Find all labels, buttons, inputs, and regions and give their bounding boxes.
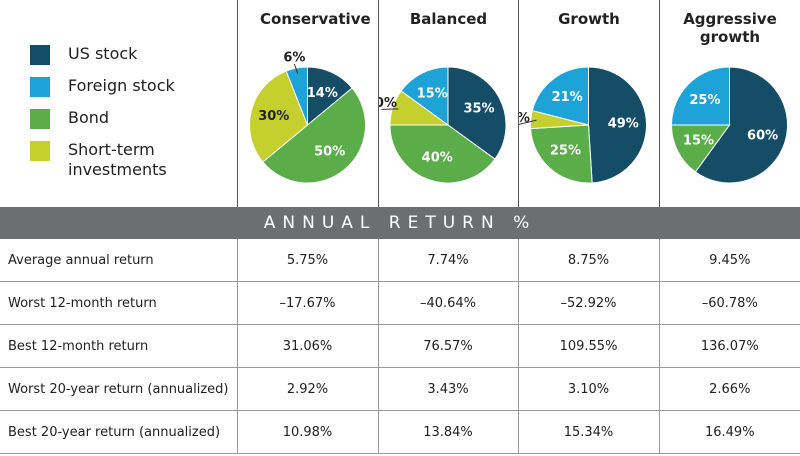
table-value: 109.55% xyxy=(517,324,659,368)
table-value: 136.07% xyxy=(658,324,800,368)
table-value: 2.66% xyxy=(658,367,800,411)
pie-label: 30% xyxy=(258,109,289,124)
legend: US stock Foreign stock Bond Short-term inve… xyxy=(30,44,230,192)
pie-slice xyxy=(307,66,353,127)
table-value: 3.43% xyxy=(377,367,518,411)
row-label: Best 12-month return xyxy=(0,324,237,368)
pie-chart: 60% 15% 25% xyxy=(670,66,788,184)
table-row: Worst 12-month return –17.67% –40.64% –52.9… xyxy=(0,281,800,325)
table-row: Average annual return 5.75% 7.74% 8.75% 9.45… xyxy=(0,239,800,282)
table-value: –60.78% xyxy=(658,281,800,325)
table-value: 8.75% xyxy=(517,239,659,282)
charts-area: US stock Foreign stock Bond Short-term inve… xyxy=(0,0,800,207)
pie-label: 25% xyxy=(689,93,720,108)
pie-slice xyxy=(588,66,647,184)
pie-slice xyxy=(670,124,731,173)
pie-label: 40% xyxy=(422,151,453,166)
row-label: Worst 20-year return (annualized) xyxy=(0,367,237,411)
pie-slice xyxy=(447,66,507,160)
chart-title: Conservative xyxy=(260,10,371,28)
pie-slice xyxy=(531,66,589,126)
pie-slice xyxy=(400,66,449,126)
row-label: Worst 12-month return xyxy=(0,281,237,325)
pie-slice xyxy=(249,70,309,163)
table-value: 7.74% xyxy=(377,239,518,282)
table-value: –17.67% xyxy=(236,281,378,325)
chart-column: Aggressive growth 60% 15% 25% xyxy=(659,0,800,207)
table-value: 76.57% xyxy=(377,324,518,368)
legend-item: US stock xyxy=(30,44,230,65)
legend-swatch xyxy=(30,109,50,129)
table-value: 13.84% xyxy=(377,410,518,454)
pie-label: 10% xyxy=(379,96,397,111)
legend-swatch xyxy=(30,45,50,65)
pie-label: 21% xyxy=(552,90,583,105)
pie-label: 5% xyxy=(519,111,530,126)
returns-table: ANNUAL RETURN % Average annual return 5.7… xyxy=(0,207,800,454)
legend-item: Bond xyxy=(30,108,230,129)
pie-slice xyxy=(694,66,788,184)
table-value: –52.92% xyxy=(517,281,659,325)
pie-label: 6% xyxy=(283,51,305,66)
table-row: Best 12-month return 31.06% 76.57% 109.55% 1… xyxy=(0,324,800,368)
table-row: Worst 20-year return (annualized) 2.92% 3.… xyxy=(0,367,800,411)
pie-chart: 14% 50% 30% 6% xyxy=(249,51,366,184)
table-header: ANNUAL RETURN % xyxy=(0,207,800,239)
pie-label: 15% xyxy=(417,86,448,101)
pie-label: 49% xyxy=(608,116,639,131)
pie-slice xyxy=(530,124,593,184)
chart-column: Conservative 14% 50% 30% 6% xyxy=(237,0,378,207)
leader-line xyxy=(293,63,299,74)
pie-label: 50% xyxy=(314,144,345,159)
row-label: Average annual return xyxy=(0,239,237,282)
pie-slice xyxy=(670,66,730,126)
table-row: Best 20-year return (annualized) 10.98% 13… xyxy=(0,410,800,454)
legend-label: Short-term investments xyxy=(68,140,167,179)
table-value: 3.10% xyxy=(517,367,659,411)
pie-label: 15% xyxy=(683,133,714,148)
table-value: 2.92% xyxy=(236,367,378,411)
legend-item: Foreign stock xyxy=(30,76,230,97)
chart-column: Balanced 35% 40% 10% 15% xyxy=(378,0,518,207)
pie-slice xyxy=(389,124,496,184)
legend-swatch xyxy=(30,141,50,161)
pie-label: 14% xyxy=(307,86,338,101)
table-value: 31.06% xyxy=(236,324,378,368)
row-label: Best 20-year return (annualized) xyxy=(0,410,237,454)
table-value: 16.49% xyxy=(658,410,800,454)
table-value: 15.34% xyxy=(517,410,659,454)
table-value: –40.64% xyxy=(377,281,518,325)
chart-column: Growth 49% 25% 5% 21% xyxy=(518,0,659,207)
legend-swatch xyxy=(30,77,50,97)
pie-slice xyxy=(262,87,366,184)
chart-title: Growth xyxy=(558,10,620,28)
pie-label: 60% xyxy=(747,128,778,143)
table-value: 5.75% xyxy=(236,239,378,282)
pie-label: 35% xyxy=(463,102,494,117)
chart-title: Aggressive growth xyxy=(683,10,777,46)
legend-label: Bond xyxy=(68,108,110,127)
pie-slice xyxy=(285,66,308,126)
table-value: 10.98% xyxy=(236,410,378,454)
pie-label: 25% xyxy=(550,144,581,159)
table-value: 9.45% xyxy=(658,239,800,282)
pie-chart: 49% 25% 5% 21% xyxy=(519,66,647,184)
legend-label: Foreign stock xyxy=(68,76,175,95)
leader-line xyxy=(519,119,537,125)
legend-item: Short-term investments xyxy=(30,140,230,180)
chart-title: Balanced xyxy=(409,10,488,28)
legend-label: US stock xyxy=(68,44,138,63)
pie-chart: 35% 40% 10% 15% xyxy=(379,66,507,184)
